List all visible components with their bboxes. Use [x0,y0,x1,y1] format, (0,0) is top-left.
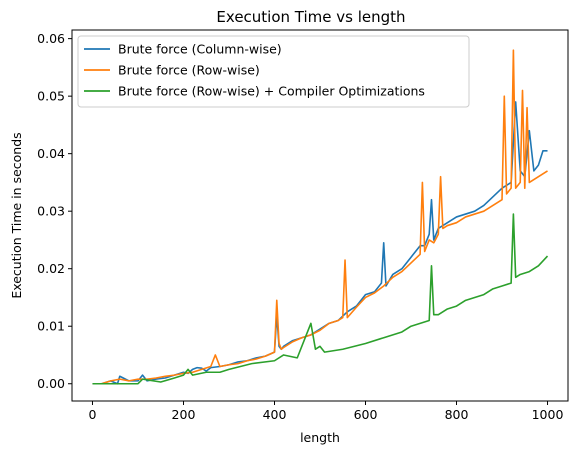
x-tick-label: 200 [172,407,196,422]
series-lines [92,49,549,385]
x-axis-ticks: 0 200 400 600 800 1000 [89,401,564,422]
y-tick-label: 0.04 [37,146,65,161]
y-tick-label: 0.02 [37,261,65,276]
x-tick-label: 400 [263,407,287,422]
x-tick-label: 800 [445,407,469,422]
series-line-3 [92,213,549,385]
y-axis-label: Execution Time in seconds [9,132,24,298]
y-tick-label: 0.00 [37,376,65,391]
series-line-2 [92,49,548,385]
legend: Brute force (Column-wise) Brute force (Ro… [77,35,470,108]
y-tick-label: 0.05 [37,89,65,104]
legend-box [77,35,470,108]
x-axis-label: length [300,430,340,445]
chart-title: Execution Time vs length [216,8,405,26]
axes-frame [71,29,569,402]
legend-label-1: Brute force (Column-wise) [118,42,282,57]
x-tick-label: 1000 [532,407,564,422]
y-tick-label: 0.06 [37,31,65,46]
series-line-1 [92,101,548,385]
legend-label-2: Brute force (Row-wise) [118,63,260,78]
x-tick-label: 600 [354,407,378,422]
y-axis-ticks: 0.00 0.01 0.02 0.03 0.04 0.05 0.06 [37,31,72,391]
y-tick-label: 0.03 [37,204,65,219]
y-tick-label: 0.01 [37,319,65,334]
legend-label-3: Brute force (Row-wise) + Compiler Optimi… [118,84,425,99]
x-tick-label: 0 [89,407,97,422]
